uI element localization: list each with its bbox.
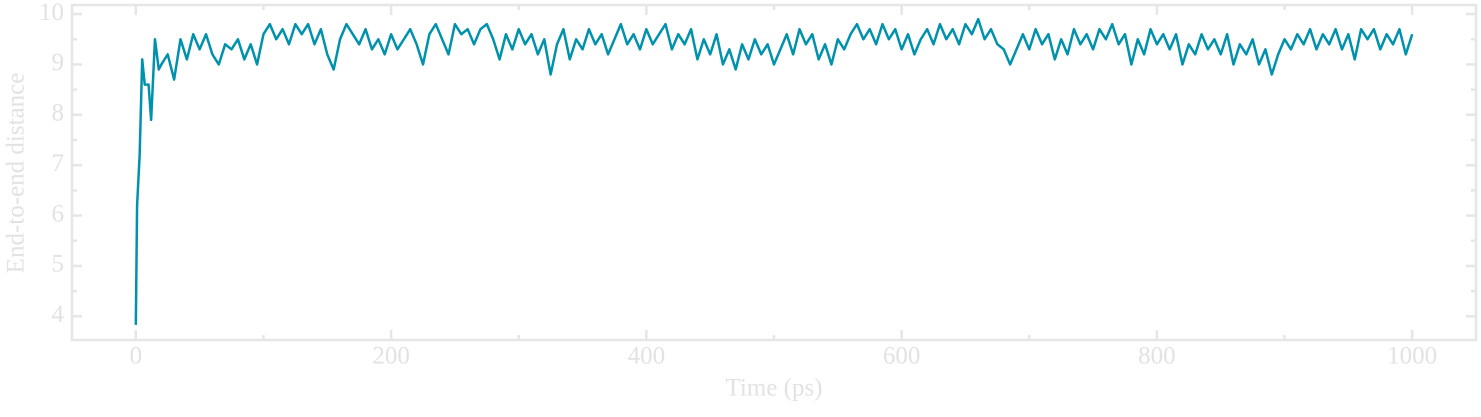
y-tick-label: 9 xyxy=(52,49,65,76)
x-tick-label: 1000 xyxy=(1387,343,1437,370)
y-tick-label: 6 xyxy=(52,200,65,227)
x-axis-label: Time (ps) xyxy=(725,375,822,402)
x-tick-label: 0 xyxy=(130,343,143,370)
y-tick-label: 4 xyxy=(52,301,65,328)
data-line xyxy=(134,17,1414,325)
y-tick-label: 5 xyxy=(52,251,65,278)
y-tick-label: 10 xyxy=(39,0,64,26)
x-tick-label: 400 xyxy=(628,343,666,370)
y-tick-label: 7 xyxy=(52,150,65,177)
x-tick-label: 800 xyxy=(1138,343,1176,370)
y-axis-label: End-to-end distance xyxy=(3,73,30,274)
x-tick-label: 600 xyxy=(883,343,921,370)
y-tick-label: 8 xyxy=(52,100,65,127)
x-tick-label: 200 xyxy=(372,343,410,370)
plot-frame xyxy=(70,3,1478,342)
